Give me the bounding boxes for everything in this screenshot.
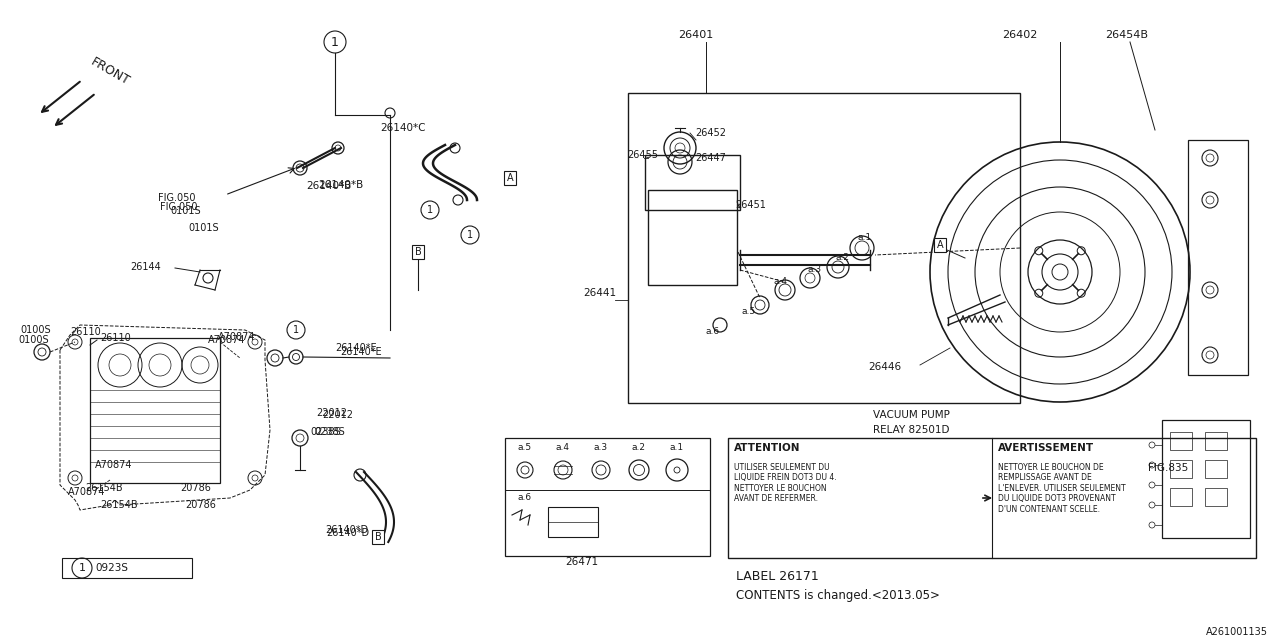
Text: 26140*B: 26140*B — [317, 180, 364, 190]
Text: VACUUM PUMP: VACUUM PUMP — [873, 410, 950, 420]
Text: FIG.050: FIG.050 — [160, 202, 197, 212]
Text: A70874: A70874 — [68, 487, 105, 497]
Text: A: A — [507, 173, 513, 183]
Bar — [506, 438, 710, 556]
Text: 22012: 22012 — [323, 410, 353, 420]
Bar — [90, 338, 220, 483]
Text: 20786: 20786 — [186, 500, 216, 510]
Text: a.3: a.3 — [808, 266, 822, 275]
Bar — [1170, 488, 1192, 506]
Bar — [1170, 460, 1192, 478]
Text: 26401: 26401 — [678, 30, 713, 40]
Text: 26402: 26402 — [1002, 30, 1037, 40]
Text: LABEL 26171: LABEL 26171 — [736, 570, 819, 582]
Text: 26140*D: 26140*D — [326, 528, 369, 538]
Text: 1: 1 — [78, 563, 86, 573]
Text: 0100S: 0100S — [18, 335, 49, 345]
Text: 26154B: 26154B — [84, 483, 123, 493]
Bar — [1204, 460, 1228, 478]
Text: A: A — [937, 240, 943, 250]
Bar — [1188, 140, 1248, 375]
Bar — [1170, 432, 1192, 450]
Text: 26454B: 26454B — [1105, 30, 1148, 40]
Bar — [728, 438, 1256, 558]
Text: AVERTISSEMENT: AVERTISSEMENT — [998, 443, 1094, 453]
Text: 0101S: 0101S — [188, 223, 219, 233]
Bar — [648, 190, 737, 285]
Text: B: B — [375, 532, 381, 542]
Text: a.6: a.6 — [518, 493, 532, 502]
Text: 1: 1 — [293, 325, 300, 335]
Text: 26154B: 26154B — [100, 500, 138, 510]
Text: 0101S: 0101S — [170, 206, 201, 216]
Text: CONTENTS is changed.<2013.05>: CONTENTS is changed.<2013.05> — [736, 589, 940, 602]
Text: FIG.835: FIG.835 — [1148, 463, 1188, 473]
Text: 0100S: 0100S — [20, 325, 51, 335]
Text: FIG.050: FIG.050 — [157, 193, 196, 203]
Text: 26455: 26455 — [627, 150, 658, 160]
Text: 1: 1 — [428, 205, 433, 215]
Text: 26140*E: 26140*E — [340, 347, 381, 357]
Text: B: B — [415, 247, 421, 257]
Bar — [645, 155, 740, 210]
Text: a.2: a.2 — [836, 253, 850, 262]
Text: a.1: a.1 — [669, 444, 684, 452]
Text: a.6: a.6 — [705, 328, 719, 337]
Text: FRONT: FRONT — [88, 56, 132, 88]
Bar — [1162, 420, 1251, 538]
Text: A70874: A70874 — [218, 332, 256, 342]
Text: 26451: 26451 — [735, 200, 765, 210]
Text: 22012: 22012 — [316, 408, 347, 418]
Text: 1: 1 — [332, 35, 339, 49]
Text: A261001135: A261001135 — [1206, 627, 1268, 637]
Text: 0238S: 0238S — [314, 427, 344, 437]
Text: 26441: 26441 — [582, 288, 616, 298]
Text: 26446: 26446 — [868, 362, 901, 372]
Text: NETTOYER LE BOUCHON DE
REMPLISSAGE AVANT DE
L'ENLEVER. UTILISER SEULEMENT
DU LIQ: NETTOYER LE BOUCHON DE REMPLISSAGE AVANT… — [998, 463, 1125, 513]
Text: 26140*E: 26140*E — [335, 343, 376, 353]
Text: 26110: 26110 — [70, 327, 101, 337]
Text: a.5: a.5 — [518, 444, 532, 452]
Text: RELAY 82501D: RELAY 82501D — [873, 425, 950, 435]
Text: 26452: 26452 — [695, 128, 726, 138]
Text: 0238S: 0238S — [310, 427, 340, 437]
Text: A70874: A70874 — [207, 335, 246, 345]
Bar — [548, 507, 598, 537]
Text: a.1: a.1 — [858, 232, 872, 241]
Text: 0923S: 0923S — [95, 563, 128, 573]
Text: UTILISER SEULEMENT DU
LIQUIDE FREIN DOT3 DU 4.
NETTOYER LE BOUCHON
AVANT DE REFE: UTILISER SEULEMENT DU LIQUIDE FREIN DOT3… — [733, 463, 837, 503]
Text: a.2: a.2 — [632, 444, 646, 452]
Text: 26447: 26447 — [695, 153, 726, 163]
Bar — [61, 558, 192, 578]
Bar — [1204, 488, 1228, 506]
Text: 20786: 20786 — [180, 483, 211, 493]
Text: ATTENTION: ATTENTION — [733, 443, 800, 453]
Text: a.4: a.4 — [556, 444, 570, 452]
Text: 26471: 26471 — [564, 557, 598, 567]
Text: 26110: 26110 — [100, 333, 131, 343]
Text: a.4: a.4 — [773, 278, 787, 287]
Text: 1: 1 — [467, 230, 474, 240]
Text: A70874: A70874 — [95, 460, 133, 470]
Text: 26140*B: 26140*B — [306, 181, 351, 191]
Bar — [1204, 432, 1228, 450]
Text: a.5: a.5 — [742, 307, 756, 317]
Text: 26140*D: 26140*D — [325, 525, 369, 535]
Text: 26140*C: 26140*C — [380, 123, 425, 133]
Bar — [628, 93, 1020, 403]
Text: 26144: 26144 — [131, 262, 161, 272]
Text: a.3: a.3 — [594, 444, 608, 452]
